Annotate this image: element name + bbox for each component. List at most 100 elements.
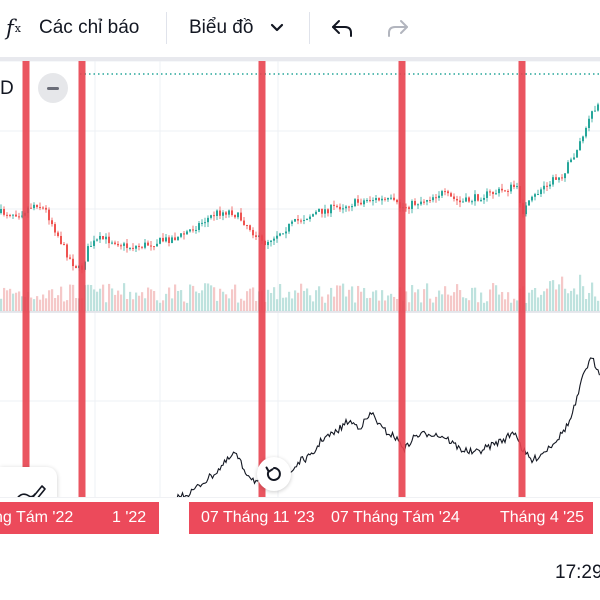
volume-bar bbox=[339, 285, 342, 311]
minus-icon bbox=[47, 86, 59, 90]
candle-body bbox=[342, 208, 344, 210]
chart-type-menu[interactable]: Biểu đồ bbox=[189, 17, 254, 38]
time-label: Tháng 4 '25 bbox=[484, 502, 593, 534]
candle-body bbox=[111, 242, 113, 244]
volume-bar bbox=[51, 289, 54, 311]
candle-body bbox=[444, 191, 446, 193]
time-axis[interactable]: ng Tám '22 1 '22 07 Tháng 11 '23 07 Thán… bbox=[0, 497, 600, 538]
candle-body bbox=[390, 197, 392, 199]
candle-body bbox=[411, 200, 413, 209]
candle-body bbox=[435, 197, 437, 199]
volume-bar bbox=[423, 289, 426, 311]
volume-bar bbox=[147, 287, 150, 311]
volume-bar bbox=[249, 288, 252, 311]
candle-body bbox=[33, 204, 35, 209]
volume-bar bbox=[87, 284, 90, 311]
candle-body bbox=[570, 159, 572, 163]
volume-bar bbox=[501, 291, 504, 311]
redo-icon[interactable] bbox=[386, 0, 410, 56]
volume-bar bbox=[234, 284, 237, 311]
candle-body bbox=[306, 219, 308, 221]
candle-body bbox=[189, 229, 191, 232]
indicators-button[interactable]: Các chỉ báo bbox=[39, 17, 140, 38]
candle-body bbox=[591, 111, 593, 119]
candle-body bbox=[360, 202, 362, 205]
volume-bar bbox=[435, 296, 438, 311]
price-candles bbox=[0, 102, 599, 274]
volume-bar bbox=[375, 290, 378, 311]
candle-body bbox=[39, 207, 41, 209]
chart-pane[interactable]: D bbox=[0, 61, 600, 537]
volume-bar bbox=[12, 293, 15, 311]
volume-bar bbox=[303, 290, 306, 311]
volume-bar bbox=[450, 295, 453, 311]
symbol-label: D bbox=[0, 78, 14, 99]
candle-body bbox=[3, 209, 5, 215]
volume-bar bbox=[252, 287, 255, 311]
volume-bar bbox=[57, 295, 60, 311]
vertical-marker-3 bbox=[258, 61, 266, 500]
candle-body bbox=[588, 118, 590, 128]
volume-bar bbox=[216, 300, 219, 311]
vertical-markers bbox=[22, 61, 526, 500]
undo-icon[interactable] bbox=[330, 0, 354, 56]
volume-bar bbox=[174, 284, 177, 311]
volume-bar bbox=[75, 298, 78, 311]
volume-bar bbox=[207, 283, 210, 311]
volume-bar bbox=[300, 283, 303, 311]
candle-body bbox=[150, 245, 152, 247]
candle-body bbox=[231, 210, 233, 215]
volume-bar bbox=[333, 296, 336, 311]
volume-bar bbox=[591, 282, 594, 311]
candle-body bbox=[465, 197, 467, 202]
candle-body bbox=[384, 198, 386, 200]
volume-bar bbox=[531, 289, 534, 311]
volume-bar bbox=[66, 300, 69, 311]
volume-bar bbox=[132, 299, 135, 311]
volume-bar bbox=[567, 293, 570, 311]
volume-bar bbox=[507, 292, 510, 311]
candle-body bbox=[453, 196, 455, 199]
volume-bar bbox=[342, 283, 345, 311]
reset-chart-button[interactable] bbox=[257, 457, 291, 491]
candle-body bbox=[30, 207, 32, 209]
candle-body bbox=[285, 231, 287, 234]
volume-bar bbox=[273, 287, 276, 311]
candle-body bbox=[315, 211, 317, 215]
candle-body bbox=[417, 204, 419, 206]
volume-bar bbox=[45, 298, 48, 311]
candle-body bbox=[303, 219, 305, 221]
collapse-legend-button[interactable] bbox=[38, 73, 68, 103]
candle-body bbox=[6, 214, 8, 216]
candle-body bbox=[36, 204, 38, 208]
volume-bar bbox=[369, 297, 372, 311]
volume-bar bbox=[93, 289, 96, 311]
volume-bar bbox=[474, 287, 477, 311]
volume-bar bbox=[576, 294, 579, 311]
candle-body bbox=[345, 206, 347, 209]
candle-body bbox=[447, 191, 449, 194]
candle-body bbox=[195, 229, 197, 231]
candle-body bbox=[51, 220, 53, 225]
candle-body bbox=[282, 233, 284, 235]
volume-bar bbox=[321, 296, 324, 311]
candle-body bbox=[135, 245, 137, 249]
volume-bar bbox=[141, 292, 144, 311]
volume-bar bbox=[354, 302, 357, 311]
volume-bar bbox=[537, 297, 540, 311]
volume-bar bbox=[156, 300, 159, 311]
volume-bar bbox=[486, 301, 489, 311]
vertical-marker-2 bbox=[78, 61, 86, 500]
volume-bar bbox=[222, 291, 225, 311]
candle-body bbox=[183, 233, 185, 235]
volume-bar bbox=[381, 290, 384, 311]
candle-body bbox=[0, 209, 2, 213]
volume-bar bbox=[336, 285, 339, 311]
candle-body bbox=[198, 223, 200, 230]
chart-canvas[interactable] bbox=[0, 61, 600, 537]
candle-body bbox=[294, 219, 296, 222]
volume-bar bbox=[552, 280, 555, 311]
volume-bar bbox=[72, 284, 75, 311]
chevron-down-icon[interactable] bbox=[270, 0, 284, 56]
